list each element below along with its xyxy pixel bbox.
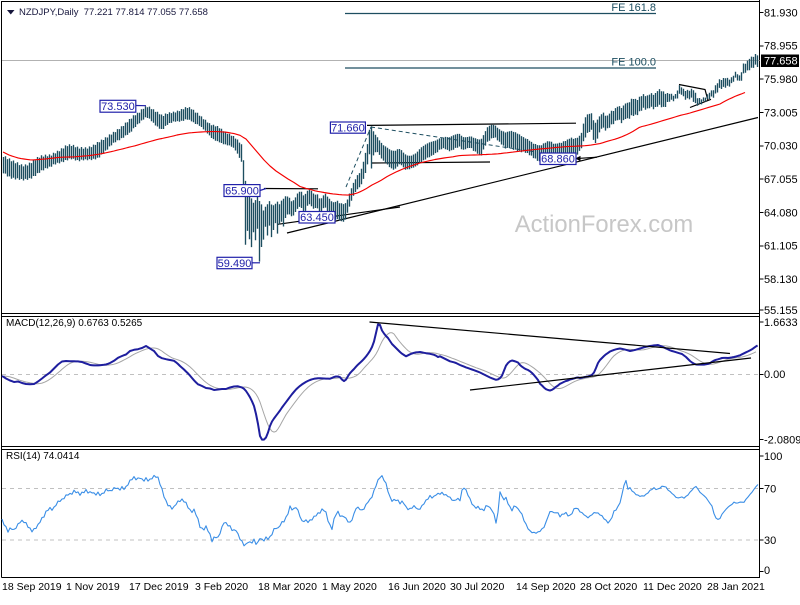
svg-text:MACD(12,26,9) 0.6763 0.5265: MACD(12,26,9) 0.6763 0.5265 [6,318,143,329]
svg-text:68.860: 68.860 [541,154,575,166]
svg-text:67.055: 67.055 [764,174,798,186]
svg-text:75.980: 75.980 [764,74,798,86]
svg-text:28 Jan 2021: 28 Jan 2021 [707,581,765,593]
svg-text:11 Dec 2020: 11 Dec 2020 [643,581,702,593]
svg-text:1 May 2020: 1 May 2020 [322,581,377,593]
svg-text:30 Jul 2020: 30 Jul 2020 [450,581,504,593]
svg-text:65.900: 65.900 [225,185,259,197]
svg-text:RSI(14) 74.0414: RSI(14) 74.0414 [6,451,80,462]
svg-text:14 Sep 2020: 14 Sep 2020 [516,581,576,593]
svg-text:59.490: 59.490 [218,258,252,270]
svg-text:63.450: 63.450 [300,212,334,224]
svg-text:70: 70 [764,483,776,495]
svg-text:81.930: 81.930 [764,7,798,19]
svg-text:55.155: 55.155 [764,305,798,317]
svg-text:16 Jun 2020: 16 Jun 2020 [388,581,446,593]
svg-text:78.955: 78.955 [764,41,798,53]
svg-text:18 Sep 2019: 18 Sep 2019 [2,581,62,593]
svg-text:28 Oct 2020: 28 Oct 2020 [580,581,637,593]
svg-text:-2.0809: -2.0809 [764,434,800,446]
svg-text:61.105: 61.105 [764,241,798,253]
svg-text:17 Dec 2019: 17 Dec 2019 [129,581,189,593]
svg-text:70.030: 70.030 [764,141,798,153]
svg-text:73.005: 73.005 [764,107,798,119]
svg-text:FE 100.0: FE 100.0 [611,57,656,69]
svg-text:64.080: 64.080 [764,207,798,219]
svg-text:18 Mar 2020: 18 Mar 2020 [258,581,317,593]
svg-text:0: 0 [764,565,770,577]
svg-text:1 Nov 2019: 1 Nov 2019 [66,581,120,593]
svg-text:3 Feb 2020: 3 Feb 2020 [195,581,248,593]
svg-text:0.00: 0.00 [764,369,785,381]
svg-text:NZDJPY,Daily 77.221 77.814 77: NZDJPY,Daily 77.221 77.814 77.055 77.658 [19,7,208,18]
svg-text:1.6633: 1.6633 [764,317,798,329]
svg-text:77.658: 77.658 [764,56,798,68]
svg-text:FE 161.8: FE 161.8 [611,2,656,14]
svg-text:73.530: 73.530 [101,101,135,113]
svg-text:71.660: 71.660 [331,122,365,134]
svg-text:58.130: 58.130 [764,274,798,286]
svg-text:30: 30 [764,535,776,547]
svg-text:ActionForex.com: ActionForex.com [515,211,694,238]
svg-text:100: 100 [764,451,782,463]
